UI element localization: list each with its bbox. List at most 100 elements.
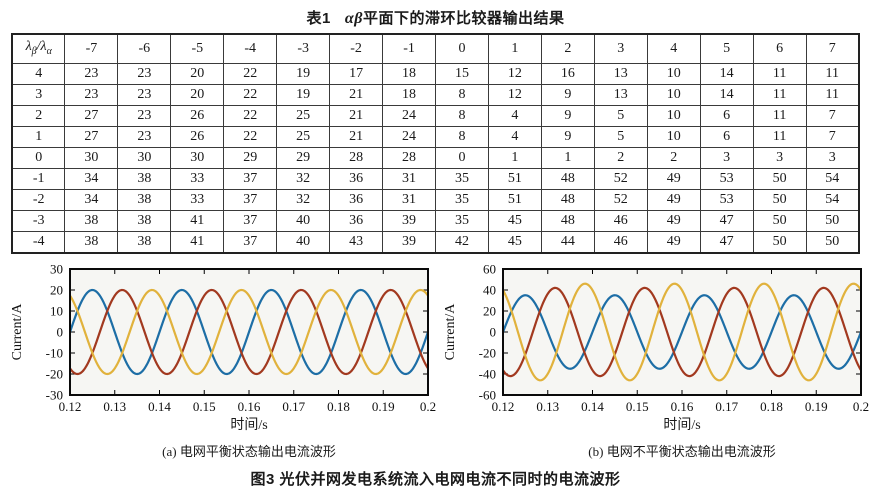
table-cell: 27 [64,125,119,148]
table-cell: 34 [64,188,119,211]
y-tick-label: -20 [46,366,63,381]
y-tick-label: -40 [479,366,496,381]
row-label: -1 [11,167,66,190]
table-cell: 50 [752,230,807,254]
x-tick-label: 0.15 [193,399,216,414]
column-header: -2 [329,33,384,64]
y-tick-label: 40 [483,282,496,297]
table-row: -3 38 38 41 37 40 36 39 35 45 48 46 49 47 50 50 [11,209,860,232]
x-tick-label: 0.14 [581,399,604,414]
table-cell: 42 [435,230,489,254]
table-cell: 52 [593,188,648,211]
table-row: 4 23 23 20 22 19 17 18 15 12 16 13 10 14 11 11 [11,62,860,85]
table-cell: 10 [646,83,701,106]
column-header: 3 [593,33,648,64]
table-cell: 1 [487,146,542,169]
table-cell: 35 [435,167,489,190]
table-cell: 50 [752,188,807,211]
column-header: 1 [487,33,542,64]
table-cell: 46 [593,230,648,254]
table-cell: 27 [64,104,119,127]
table-cell: 8 [435,125,489,148]
x-tick-label: 0.14 [148,399,171,414]
table-cell: 24 [382,125,436,148]
table-cell: 22 [223,62,278,85]
table-cell: 15 [435,62,489,85]
column-header: -6 [117,33,172,64]
table-cell: 37 [223,188,278,211]
table-number: 表1 [306,10,331,27]
table-cell: 1 [540,146,595,169]
table-cell: 12 [487,83,542,106]
table-cell: 44 [540,230,595,254]
table-cell: 48 [540,188,595,211]
table-cell: 36 [329,209,384,232]
table-cell: 21 [329,83,384,106]
table-cell: 21 [329,125,384,148]
table-cell: 18 [382,83,436,106]
table-cell: 47 [699,209,754,232]
table-cell: 32 [276,167,331,190]
row-label: 2 [11,104,66,127]
chart-balanced-plot: 30 20 10 0 -10 -20 -300.12 0.13 0.14 0.15 0.16 0.17… [10,263,436,414]
table-cell: 13 [593,83,648,106]
chart-balanced-current: 30 20 10 0 -10 -20 -30 0.12 0.13 0.14 0.15 0.16 0.17… [6,263,436,460]
table-title-text: 平面下的滞环比较器输出结果 [362,10,565,27]
column-header: 7 [805,33,860,64]
table-cell: 12 [487,62,542,85]
table-cell: 31 [382,188,436,211]
subcaption-b: (b) 电网不平衡状态输出电流波形 [588,443,776,459]
table-cell: 23 [117,83,172,106]
row-label: -2 [11,188,66,211]
table-cell: 41 [170,209,225,232]
table-cell: 8 [435,83,489,106]
x-tick-label: 0.18 [327,399,350,414]
table-cell: 53 [699,167,754,190]
table-cell: 48 [540,209,595,232]
x-tick-label: 0.13 [103,399,126,414]
y-tick-label: -10 [46,345,63,360]
table-cell: 2 [593,146,648,169]
table-cell: 11 [752,104,807,127]
figure-caption: 图3 光伏并网发电系统流入电网电流不同时的电流波形 [250,470,621,488]
x-tick-label: 0.12 [59,399,82,414]
table-cell: 11 [752,125,807,148]
wave-phase-b [502,286,862,377]
table-cell: 3 [752,146,807,169]
table-cell: 11 [805,62,860,85]
table-cell: 16 [540,62,595,85]
table-cell: 22 [223,125,278,148]
row-label: -3 [11,209,66,232]
table-cell: 47 [699,230,754,254]
row-label: -4 [11,230,66,254]
table-cell: 11 [752,83,807,106]
table-cell: 53 [699,188,754,211]
column-header: -3 [276,33,331,64]
table-cell: 10 [646,62,701,85]
table-cell: 39 [382,230,436,254]
table-cell: 0 [435,146,489,169]
table-row: 2 27 23 26 22 25 21 24 8 4 9 5 10 6 11 7 [11,104,860,127]
table-cell: 38 [117,188,172,211]
table-cell: 6 [699,125,754,148]
x-tick-label: 0.17 [715,399,738,414]
row-label: 4 [11,62,66,85]
table-cell: 52 [593,167,648,190]
y-tick-label: -20 [479,345,496,360]
table-cell: 34 [64,167,119,190]
table-cell: 33 [170,167,225,190]
table-cell: 24 [382,104,436,127]
table-cell: 3 [805,146,860,169]
y-axis-label: Current/A [10,303,25,361]
table-cell: 38 [117,230,172,254]
table-cell: 37 [223,209,278,232]
table-cell: 8 [435,104,489,127]
table-row: 1 27 23 26 22 25 21 24 8 4 9 5 10 6 11 7 [11,125,860,148]
table-cell: 49 [646,167,701,190]
x-tick-label: 0.2 [420,399,436,414]
table-cell: 40 [276,230,331,254]
x-tick-label: 0.15 [626,399,649,414]
column-header: 0 [435,33,489,64]
table-title: 表1 αβ平面下的滞环比较器输出结果 [0,0,871,28]
